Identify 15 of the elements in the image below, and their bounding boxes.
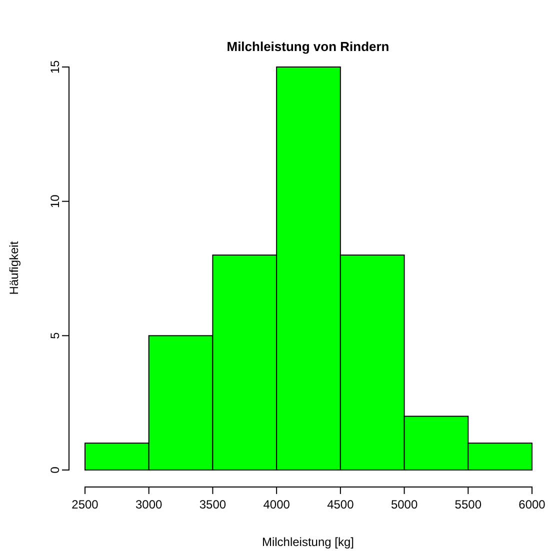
x-tick-label: 4500 — [327, 498, 354, 512]
y-tick-label: 5 — [48, 332, 62, 340]
y-tick-label: 15 — [48, 60, 62, 74]
x-tick-label: 3500 — [199, 498, 226, 512]
x-tick-label: 5500 — [454, 498, 482, 512]
y-tick-label: 10 — [48, 194, 62, 208]
y-axis-title: Häufigkeit — [7, 240, 21, 295]
x-tick-label: 5000 — [390, 498, 418, 512]
x-tick-label: 2500 — [72, 498, 99, 512]
chart-title: Milchleistung von Rindern — [226, 39, 390, 54]
x-tick-label: 3000 — [136, 498, 163, 512]
x-tick-label: 6000 — [518, 498, 546, 512]
x-axis-title: Milchleistung [kg] — [262, 535, 354, 549]
x-tick-label: 4000 — [263, 498, 290, 512]
y-tick-label: 0 — [48, 466, 62, 474]
